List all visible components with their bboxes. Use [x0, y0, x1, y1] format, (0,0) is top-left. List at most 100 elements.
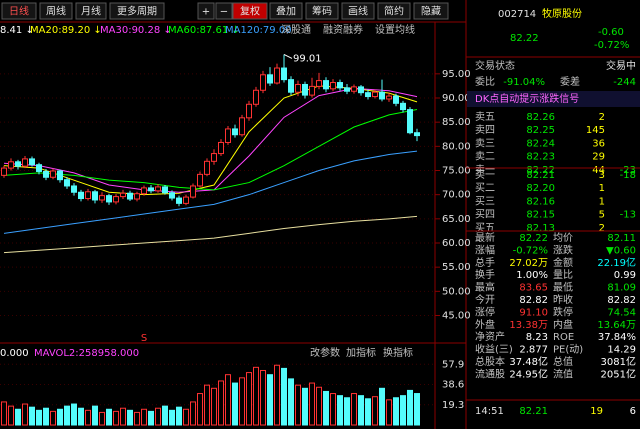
stat-value: 2.877 [519, 345, 548, 356]
candle-body [316, 80, 322, 87]
candle-body [15, 161, 21, 167]
candle-body [127, 192, 133, 200]
candle-body [8, 161, 14, 169]
volume-bar [330, 393, 336, 426]
volume-bar [379, 387, 385, 426]
toolbar-button[interactable] [197, 2, 215, 20]
y-tick-label: 70.00 [442, 190, 471, 201]
book-diff: -13 [620, 210, 636, 221]
toolbar-label[interactable]: 更多周期 [117, 5, 157, 18]
candle-body [204, 160, 210, 175]
candle-body [29, 158, 35, 166]
book-label: 买一 [475, 169, 495, 181]
toolbar-button[interactable] [232, 2, 268, 20]
toolbar-label[interactable]: 叠加 [276, 6, 296, 18]
volume-button[interactable]: 加指标 [346, 346, 376, 359]
toolbar-button[interactable] [377, 2, 411, 20]
stat-label: 量比 [553, 269, 573, 281]
wb-label: 委比 [475, 75, 495, 88]
stat-label: 今开 [475, 293, 495, 306]
volume-bar [190, 401, 196, 426]
stat-label: 流值 [553, 367, 573, 380]
candle-body [232, 128, 238, 136]
book-price: 82.13 [526, 223, 555, 234]
stat-label: 涨停 [475, 305, 495, 318]
candle-body [386, 95, 392, 100]
book-volume: 29 [592, 152, 605, 163]
candle-body [379, 91, 385, 100]
stat-value: 82.82 [607, 295, 636, 306]
stat-value: 91.10 [519, 307, 548, 318]
candle-body [155, 186, 161, 192]
book-label: 卖四 [475, 124, 495, 136]
toolbar-label[interactable]: 画线 [348, 5, 368, 18]
toolbar-button[interactable] [39, 2, 73, 20]
toolbar-label[interactable]: 隐藏 [421, 6, 441, 18]
wb: -91.04% [503, 77, 545, 88]
volume-button[interactable]: 换指标 [383, 346, 413, 359]
toolbar-button[interactable] [215, 2, 233, 20]
toolbar-button[interactable] [269, 2, 303, 20]
book-diff: -23 [620, 165, 636, 176]
book-price: 82.21 [526, 170, 555, 181]
volume-bar [43, 407, 49, 426]
y-tick-label: 45.00 [442, 311, 471, 322]
candle-body [414, 132, 420, 137]
volume-bar [344, 397, 350, 426]
book-price: 82.23 [526, 152, 555, 163]
volume-bar [148, 410, 154, 426]
banner[interactable]: DK点自动提示涨跌信号 [475, 92, 579, 105]
volume-bar [99, 411, 105, 426]
book-volume: 3 [599, 170, 605, 181]
toolbar-button[interactable] [413, 2, 449, 20]
volume-bar [225, 374, 231, 426]
toolbar-label[interactable]: − [220, 7, 228, 18]
candle-body [239, 117, 245, 136]
volume-bar [197, 393, 203, 426]
book-price: 82.20 [526, 183, 555, 194]
stat-label: 最高 [475, 281, 495, 294]
toolbar-label[interactable]: 复权 [240, 5, 260, 18]
candle-body [22, 158, 28, 167]
toolbar-button[interactable] [1, 2, 37, 20]
toolbar-button[interactable] [305, 2, 339, 20]
book-price: 82.15 [526, 210, 555, 221]
toolbar-label[interactable]: + [202, 7, 210, 18]
y-tick-label: 75.00 [442, 166, 471, 177]
candle-body [267, 74, 273, 84]
volume-bar [323, 390, 329, 426]
volume-bar [1, 401, 7, 426]
volume-bar [211, 387, 217, 426]
ma-line [3, 150, 418, 234]
volume-bar [204, 384, 210, 426]
stat-label: 总值 [553, 355, 573, 368]
volume-button[interactable]: 改参数 [310, 346, 340, 359]
stat-value: 14.29 [607, 345, 636, 356]
banner-bg [467, 91, 640, 107]
y-tick-label: 19.3 [442, 400, 464, 411]
toolbar-label[interactable]: 月线 [81, 5, 101, 18]
toolbar-button[interactable] [341, 2, 375, 20]
book-label: 买五 [475, 222, 495, 234]
toolbar-label[interactable]: 简约 [384, 5, 404, 18]
toolbar-button[interactable] [109, 2, 165, 20]
stat-label: 涨幅 [475, 243, 495, 256]
tick-cell: 14:51 [475, 406, 504, 417]
candle-body [36, 164, 42, 172]
toolbar-label[interactable]: 筹码 [312, 5, 332, 18]
book-price: 82.25 [526, 125, 555, 136]
volume-bar [239, 377, 245, 426]
stat-label: 换手 [475, 268, 495, 281]
book-price: 82.24 [526, 138, 555, 149]
volume-bar [85, 409, 91, 426]
toolbar-label[interactable]: 日线 [9, 5, 29, 18]
volume-bar [372, 396, 378, 426]
toolbar-button[interactable] [75, 2, 107, 20]
book-volume: 145 [586, 125, 605, 136]
candle-body [246, 103, 252, 119]
book-price: 82.16 [526, 196, 555, 207]
toolbar-label[interactable]: 周线 [46, 5, 66, 18]
volume-bar [141, 408, 147, 426]
candle-body [302, 83, 308, 96]
stat-label: 涨跌 [553, 243, 573, 256]
